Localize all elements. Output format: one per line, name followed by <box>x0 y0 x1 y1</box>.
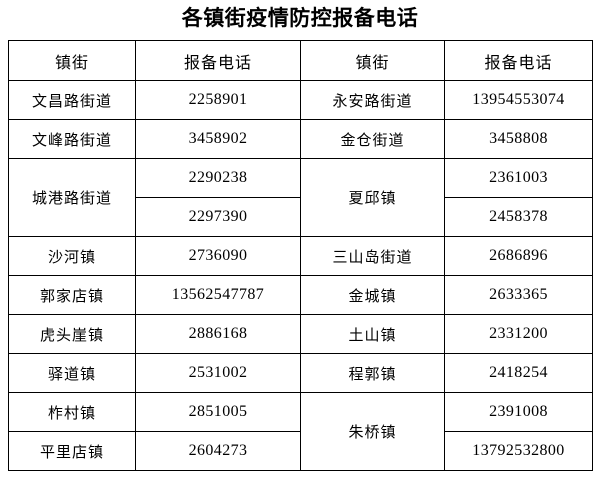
phone-cell: 2258901 <box>135 80 301 120</box>
page-title: 各镇街疫情防控报备电话 <box>181 6 419 30</box>
table-row: 郭家店镇 13562547787 金城镇 2633365 <box>8 275 593 315</box>
table-row: 2297390 2458378 <box>9 197 593 237</box>
town-cell: 程郭镇 <box>300 353 445 393</box>
town-cell: 沙河镇 <box>8 236 136 276</box>
table-header-row: 镇街 报备电话 镇街 报备电话 <box>8 40 593 81</box>
phone-cell: 2290238 <box>135 158 301 198</box>
town-cell: 郭家店镇 <box>8 275 136 315</box>
table-body: 文昌路街道 2258901 永安路街道 13954553074 文峰路街道 34… <box>8 80 593 471</box>
table-row: 文昌路街道 2258901 永安路街道 13954553074 <box>8 80 593 120</box>
phone-cell: 13562547787 <box>135 275 301 315</box>
town-cell: 土山镇 <box>300 314 445 354</box>
phone-cell: 2686896 <box>444 236 593 276</box>
table-row: 驿道镇 2531002 程郭镇 2418254 <box>8 353 593 393</box>
column-header-town-right: 镇街 <box>300 40 445 81</box>
town-cell-merged: 夏邱镇 <box>300 158 445 237</box>
phone-cell: 2418254 <box>444 353 593 393</box>
phone-cell: 2633365 <box>444 275 593 315</box>
town-cell: 柞村镇 <box>8 392 136 432</box>
town-cell-merged: 朱桥镇 <box>300 392 445 471</box>
phone-cell: 2604273 <box>135 431 301 471</box>
phone-cell: 2361003 <box>444 158 593 198</box>
table-row: 文峰路街道 3458902 金仓街道 3458808 <box>8 119 593 159</box>
table-row: 虎头崖镇 2886168 土山镇 2331200 <box>8 314 593 354</box>
phone-cell: 2297390 <box>135 197 301 237</box>
phone-cell: 2391008 <box>444 392 593 432</box>
phone-cell: 2331200 <box>444 314 593 354</box>
phone-cell: 2851005 <box>135 392 301 432</box>
phone-cell: 2886168 <box>135 314 301 354</box>
table-row: 沙河镇 2736090 三山岛街道 2686896 <box>8 236 593 276</box>
town-cell: 金仓街道 <box>300 119 445 159</box>
phone-cell: 2736090 <box>135 236 301 276</box>
column-header-town-left: 镇街 <box>8 40 136 81</box>
town-cell: 驿道镇 <box>8 353 136 393</box>
town-cell: 平里店镇 <box>8 431 136 471</box>
town-cell: 永安路街道 <box>300 80 445 120</box>
town-cell: 三山岛街道 <box>300 236 445 276</box>
town-cell: 虎头崖镇 <box>8 314 136 354</box>
town-cell: 文昌路街道 <box>8 80 136 120</box>
reporting-phone-table: 镇街 报备电话 镇街 报备电话 文昌路街道 2258901 永安路街道 1395… <box>8 40 593 471</box>
phone-cell: 3458808 <box>444 119 593 159</box>
phone-cell: 3458902 <box>135 119 301 159</box>
column-header-phone-left: 报备电话 <box>135 40 301 81</box>
table-header: 镇街 报备电话 镇街 报备电话 <box>8 40 593 81</box>
table-row: 城港路街道 2290238 夏邱镇 2361003 <box>8 158 593 237</box>
phone-cell: 2531002 <box>135 353 301 393</box>
table-row: 平里店镇 2604273 13792532800 <box>8 431 593 471</box>
phone-cell: 2458378 <box>444 197 593 237</box>
town-cell: 文峰路街道 <box>8 119 136 159</box>
town-cell: 金城镇 <box>300 275 445 315</box>
town-cell-merged: 城港路街道 <box>8 158 136 237</box>
phone-cell: 13954553074 <box>444 80 593 120</box>
column-header-phone-right: 报备电话 <box>444 40 593 81</box>
table-row: 柞村镇 2851005 朱桥镇 2391008 <box>8 392 593 471</box>
phone-cell: 13792532800 <box>444 431 593 471</box>
